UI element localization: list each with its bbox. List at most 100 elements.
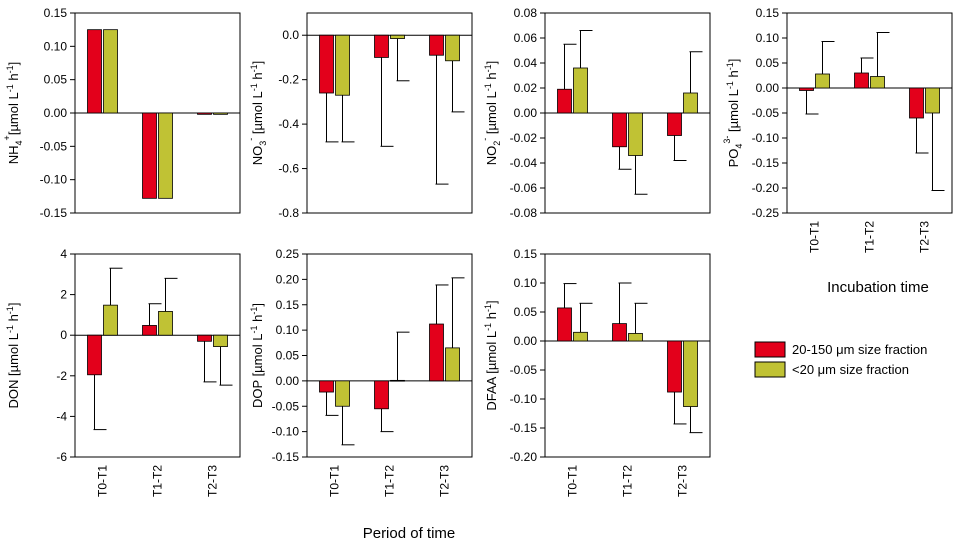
y-tick-label: 4 <box>60 247 67 261</box>
y-tick-label: -0.10 <box>752 131 780 145</box>
y-tick-label: -0.15 <box>272 450 300 464</box>
y-tick-label: -0.8 <box>278 206 299 220</box>
y-axis-title-dfaa: DFAA [µmol L-1 h-1] <box>483 300 499 410</box>
bar-no2-T2-T3-s2 <box>683 92 698 114</box>
bar-dfaa-T2-T3-s1 <box>667 340 682 393</box>
panel-dop: -0.15 -0.10 -0.05 0.00 0.05 0.10 0.15 0.20 0.25 T… <box>249 247 473 497</box>
y-tick-label: 0.00 <box>514 334 538 348</box>
bar-po4-T1-T2-s1 <box>854 72 869 89</box>
bar-dfaa-T0-T1-s2 <box>573 331 588 342</box>
y-tick-label: 0.15 <box>276 298 300 312</box>
y-tick-label: -0.20 <box>510 450 538 464</box>
y-tick-label: -0.04 <box>510 156 538 170</box>
y-axis-title-dop: DOP [µmol L-1 h-1] <box>249 303 265 408</box>
legend: 20-150 μm size fraction <20 μm size frac… <box>754 341 927 378</box>
y-tick-label: 0.00 <box>44 106 68 120</box>
incubation-time-label: Incubation time <box>827 279 929 296</box>
x-tick-label: T2-T3 <box>438 465 452 497</box>
x-tick-label: T1-T2 <box>383 465 397 497</box>
bar-po4-T0-T1-s2 <box>815 73 830 89</box>
bar-no3-T2-T3-s1 <box>429 34 444 56</box>
bar-nh4-T1-T2-s1 <box>142 112 157 199</box>
bar-no2-T1-T2-s2 <box>628 112 643 156</box>
panel-dfaa: -0.20 -0.15 -0.10 -0.05 0.00 0.05 0.10 0.15 T0-T… <box>483 247 711 497</box>
y-tick-label: -0.10 <box>510 392 538 406</box>
plot-frame <box>544 253 711 458</box>
x-tick-label: T0-T1 <box>328 465 342 497</box>
y-tick-label: 0.0 <box>282 28 299 42</box>
bar-dop-T1-T2-s1 <box>374 380 389 410</box>
bar-po4-T1-T2-s2 <box>870 76 885 89</box>
bar-nh4-T2-T3-s1 <box>197 112 212 115</box>
y-tick-label: -0.20 <box>752 181 780 195</box>
bar-no3-T0-T1-s2 <box>335 34 350 96</box>
y-tick-label: -0.05 <box>752 106 780 120</box>
y-tick-label: 0.10 <box>756 31 780 45</box>
y-tick-label: 0.15 <box>44 6 68 20</box>
panel-don: -6 -4 -2 0 2 4 T0-T1 T1-T2 T2-T3 DON [µmol L-1 h-… <box>5 247 241 497</box>
bar-don-T1-T2-s1 <box>142 325 157 336</box>
legend-swatch-lt20 <box>754 361 786 378</box>
bar-no2-T2-T3-s1 <box>667 112 682 136</box>
bar-no3-T1-T2-s1 <box>374 34 389 58</box>
bar-no3-T1-T2-s2 <box>390 34 405 39</box>
period-of-time-label: Period of time <box>363 525 456 542</box>
bar-dfaa-T1-T2-s2 <box>628 333 643 342</box>
y-tick-label: -0.25 <box>752 206 780 220</box>
bar-don-T0-T1-s1 <box>87 334 102 376</box>
x-tick-label: T2-T3 <box>918 221 932 253</box>
bar-don-T0-T1-s2 <box>103 304 118 336</box>
bar-dfaa-T2-T3-s2 <box>683 340 698 407</box>
panel-no2: -0.08 -0.06 -0.04 -0.02 0.00 0.02 0.04 0.06 0.08… <box>480 6 711 220</box>
bar-don-T2-T3-s2 <box>213 334 228 347</box>
bar-no3-T0-T1-s1 <box>319 34 334 94</box>
y-tick-label: -2 <box>56 369 67 383</box>
legend-swatch-20-150 <box>754 341 786 358</box>
bar-dop-T0-T1-s2 <box>335 380 350 407</box>
x-tick-label: T1-T2 <box>621 465 635 497</box>
y-tick-label: 0.05 <box>514 305 538 319</box>
x-tick-label: T0-T1 <box>808 221 822 253</box>
bar-nh4-T0-T1-s1 <box>87 29 102 114</box>
bar-no2-T0-T1-s2 <box>573 67 588 114</box>
bar-dfaa-T0-T1-s1 <box>557 307 572 342</box>
y-tick-label: -6 <box>56 450 67 464</box>
y-tick-label: 0.04 <box>514 56 538 70</box>
y-tick-label: 0.00 <box>514 106 538 120</box>
y-tick-label: -0.15 <box>510 421 538 435</box>
y-tick-label: -0.06 <box>510 181 538 195</box>
bar-nh4-T0-T1-s2 <box>103 29 118 114</box>
y-tick-label: 0.05 <box>276 349 300 363</box>
x-tick-label: T1-T2 <box>863 221 877 253</box>
bar-po4-T2-T3-s1 <box>909 87 924 119</box>
bar-no2-T0-T1-s1 <box>557 88 572 114</box>
bar-don-T1-T2-s2 <box>158 311 173 336</box>
bar-dop-T1-T2-s2 <box>390 379 405 382</box>
bar-po4-T0-T1-s1 <box>799 87 814 91</box>
bar-po4-T2-T3-s2 <box>925 87 940 114</box>
y-tick-label: -4 <box>56 409 67 423</box>
y-tick-label: -0.05 <box>510 363 538 377</box>
y-tick-label: 0.20 <box>276 272 300 286</box>
x-tick-label: T2-T3 <box>206 465 220 497</box>
y-tick-label: -0.10 <box>272 425 300 439</box>
x-tick-label: T0-T1 <box>96 465 110 497</box>
y-axis-title-po4: PO43- [µmol L-1 h-1] <box>722 59 744 168</box>
y-axis-title-no2: NO2- [µmol L-1 h-1] <box>480 61 502 166</box>
legend-label-lt20: <20 μm size fraction <box>792 362 909 377</box>
y-tick-label: 0.00 <box>276 374 300 388</box>
x-tick-label: T1-T2 <box>151 465 165 497</box>
x-tick-label: T0-T1 <box>566 465 580 497</box>
y-tick-label: 0.15 <box>756 6 780 20</box>
y-tick-label: -0.2 <box>278 73 299 87</box>
y-tick-label: -0.02 <box>510 131 538 145</box>
bar-no3-T2-T3-s2 <box>445 34 460 62</box>
y-tick-label: 0.05 <box>44 73 68 87</box>
bar-don-T2-T3-s1 <box>197 334 212 342</box>
y-tick-label: 0.10 <box>44 39 68 53</box>
y-tick-label: -0.05 <box>40 139 68 153</box>
y-tick-label: 0.02 <box>514 81 538 95</box>
y-tick-label: 0.06 <box>514 31 538 45</box>
x-tick-label: T2-T3 <box>676 465 690 497</box>
y-tick-label: 0.08 <box>514 6 538 20</box>
